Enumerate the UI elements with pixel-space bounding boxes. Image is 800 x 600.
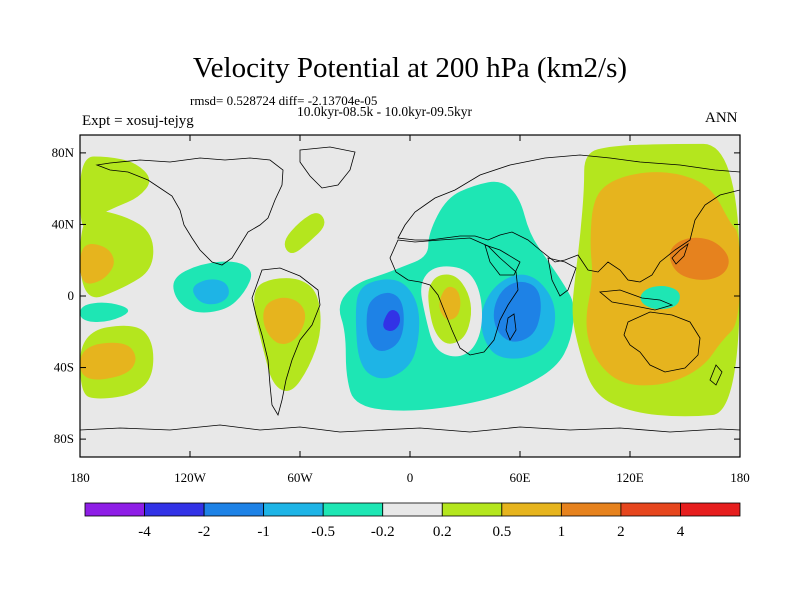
coastline-north-america <box>95 157 284 266</box>
coastline-new-zealand <box>709 364 723 386</box>
coastline-antarctica <box>80 424 740 433</box>
y-tick-label: 80N <box>52 145 75 160</box>
colorbar-label: 4 <box>677 524 685 540</box>
comparison-label: 10.0kyr-08.5k - 10.0kyr-09.5kyr <box>297 104 472 119</box>
season-label: ANN <box>705 110 738 126</box>
coastline-arabia <box>484 244 521 276</box>
x-tick-label: 120E <box>616 470 644 485</box>
colorbar-swatch <box>441 502 503 517</box>
coastline-africa <box>389 237 519 356</box>
contour-atlantic-min-3 <box>383 309 401 332</box>
y-tick-label: 80S <box>54 431 74 446</box>
x-tick-label: 180 <box>730 470 750 485</box>
colorbar-label: -2 <box>198 524 211 540</box>
colorbar-swatch <box>680 502 741 517</box>
y-tick-label: 40S <box>54 360 74 375</box>
colorbar-swatch <box>560 502 622 517</box>
coastline-south-america <box>251 267 321 417</box>
coastline-australia <box>623 311 701 373</box>
colorbar: -4 -2 -1 -0.5 -0.2 0.2 0.5 1 2 4 <box>84 502 741 540</box>
colorbar-swatch <box>144 502 205 517</box>
colorbar-label: 2 <box>617 524 625 540</box>
coastline-japan <box>671 242 689 265</box>
x-tick-label: 60E <box>510 470 531 485</box>
colorbar-swatch <box>84 502 145 517</box>
coastlines <box>80 146 740 433</box>
contour-east-pacific-neg-2 <box>193 279 229 305</box>
colorbar-swatch <box>322 502 384 517</box>
contour-americas-pos-2 <box>263 297 306 345</box>
stats-text: rmsd= 0.528724 diff= -2.13704e-05 <box>190 93 378 108</box>
colorbar-label: -0.5 <box>311 524 335 540</box>
contour-pacific-east-pos-d <box>80 243 114 284</box>
experiment-label: Expt = xosuj-tejyg <box>82 113 194 129</box>
colorbar-swatch <box>620 502 681 517</box>
x-tick-label: 120W <box>174 470 207 485</box>
contour-seasia-neg <box>640 286 680 310</box>
coastline-madagascar <box>505 313 517 341</box>
contour-indian-min-2 <box>493 281 541 342</box>
chart-title: Velocity Potential at 200 hPa (km2/s) <box>192 52 628 84</box>
contour-pacific-east-pos-e <box>80 342 136 380</box>
coastline-indonesia <box>599 289 674 311</box>
colorbar-swatch <box>382 502 443 517</box>
axes: 180 120W 60W 0 60E 120E 180 80N 40N 0 40S 80S <box>52 135 750 485</box>
colorbar-swatch <box>263 502 324 517</box>
contour-pacific-east-neg <box>80 302 129 323</box>
x-tick-label: 180 <box>70 470 90 485</box>
contour-north-america-pos <box>284 213 325 254</box>
colorbar-label: 0.5 <box>492 524 511 540</box>
colorbar-label: 1 <box>558 524 566 540</box>
coastline-greenland <box>299 146 356 189</box>
x-tick-label: 0 <box>407 470 414 485</box>
contour-pacific-west-pos-3 <box>669 237 729 280</box>
colorbar-label: 0.2 <box>433 524 452 540</box>
y-tick-label: 40N <box>52 216 75 231</box>
colorbar-label: -1 <box>257 524 270 540</box>
colorbar-label: -4 <box>138 524 151 540</box>
colorbar-swatch <box>501 502 562 517</box>
colorbar-swatch <box>203 502 265 517</box>
x-tick-label: 60W <box>287 470 313 485</box>
colorbar-label: -0.2 <box>371 524 395 540</box>
y-tick-label: 0 <box>68 288 75 303</box>
coastline-india <box>547 257 577 297</box>
coastline-eurasia <box>397 154 740 283</box>
